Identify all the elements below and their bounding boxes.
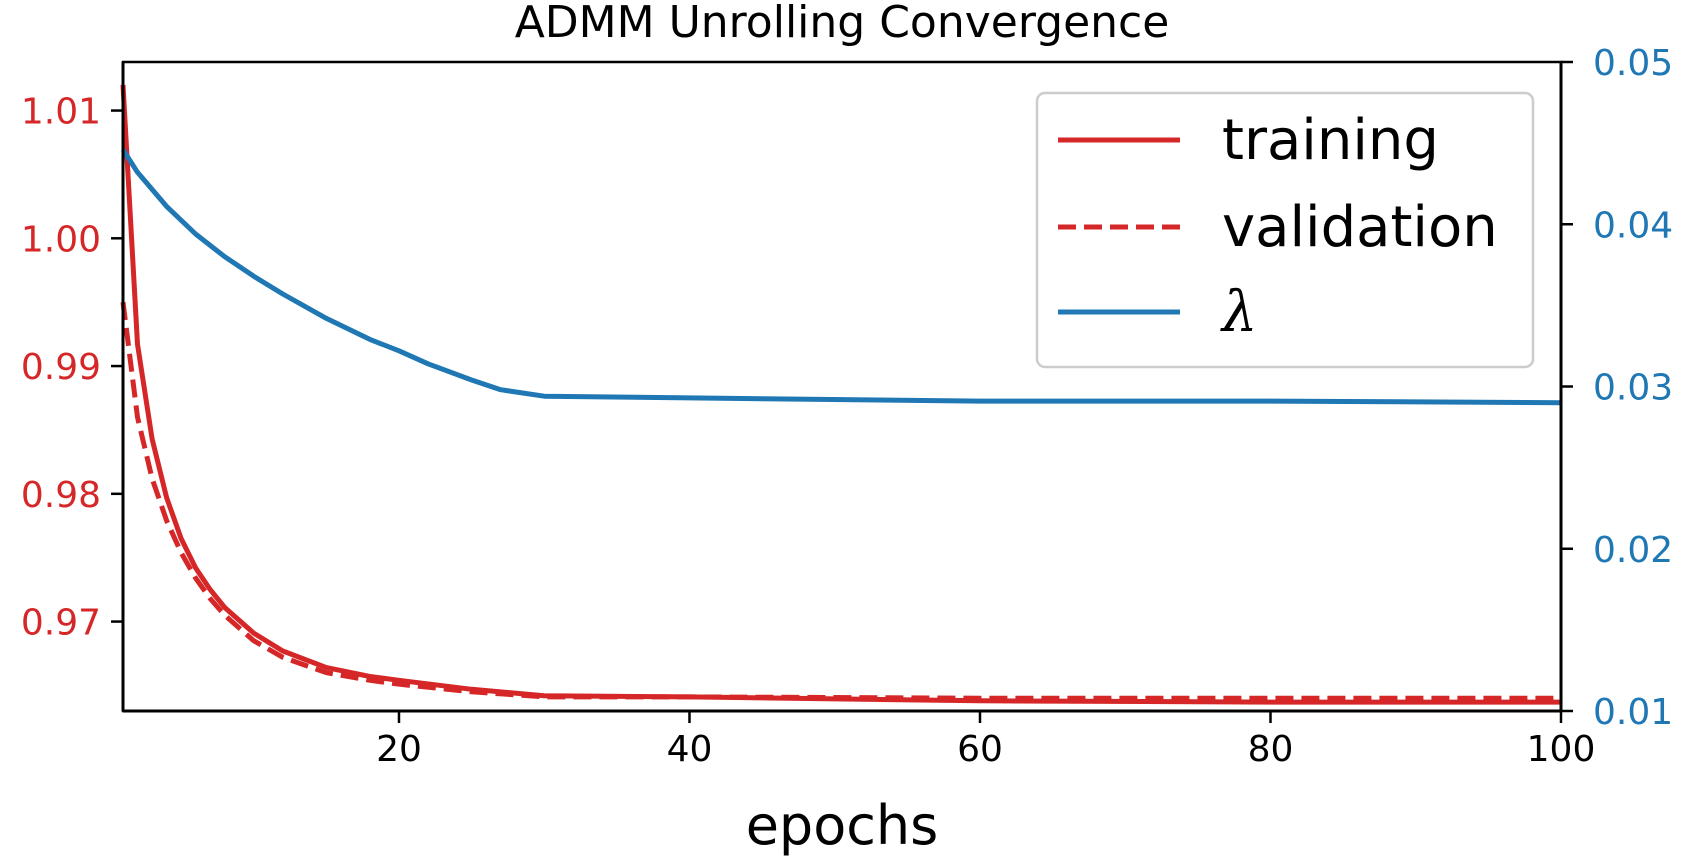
right-y-axis-ticks: 0.01 0.02 0.03 0.04 0.05	[1561, 43, 1673, 733]
left-y-tick-label: 1.01	[21, 92, 101, 133]
series-layer	[120, 84, 1562, 705]
left-y-tick-label: 0.98	[21, 475, 101, 516]
legend-label-training: training	[1222, 108, 1439, 173]
right-y-tick-label: 0.01	[1593, 692, 1673, 733]
legend: training validation λ	[1035, 91, 1535, 369]
x-axis-ticks: 20 40 60 80 100	[376, 711, 1595, 770]
x-tick-label: 80	[1248, 729, 1294, 770]
right-y-tick-label: 0.03	[1593, 368, 1673, 409]
x-tick-label: 60	[957, 729, 1003, 770]
right-y-tick-label: 0.05	[1593, 43, 1673, 84]
chart-title: ADMM Unrolling Convergence	[515, 0, 1170, 48]
legend-label-validation: validation	[1222, 195, 1498, 260]
x-tick-label: 20	[376, 729, 422, 770]
left-y-axis-ticks: 0.97 0.98 0.99 1.00 1.01	[21, 92, 123, 644]
series-line-validation	[120, 301, 1561, 701]
legend-box	[1035, 91, 1535, 369]
right-y-tick-label: 0.02	[1593, 530, 1673, 571]
x-axis-label: epochs	[746, 794, 939, 856]
right-y-tick-label: 0.04	[1593, 205, 1673, 246]
left-y-tick-label: 0.99	[21, 347, 101, 388]
x-tick-label: 40	[667, 729, 713, 770]
series-line-lambda	[120, 148, 1562, 406]
left-y-tick-label: 0.97	[21, 603, 101, 644]
x-tick-label: 100	[1527, 729, 1596, 770]
legend-label-lambda: λ	[1220, 280, 1258, 345]
left-y-tick-label: 1.00	[21, 219, 101, 260]
